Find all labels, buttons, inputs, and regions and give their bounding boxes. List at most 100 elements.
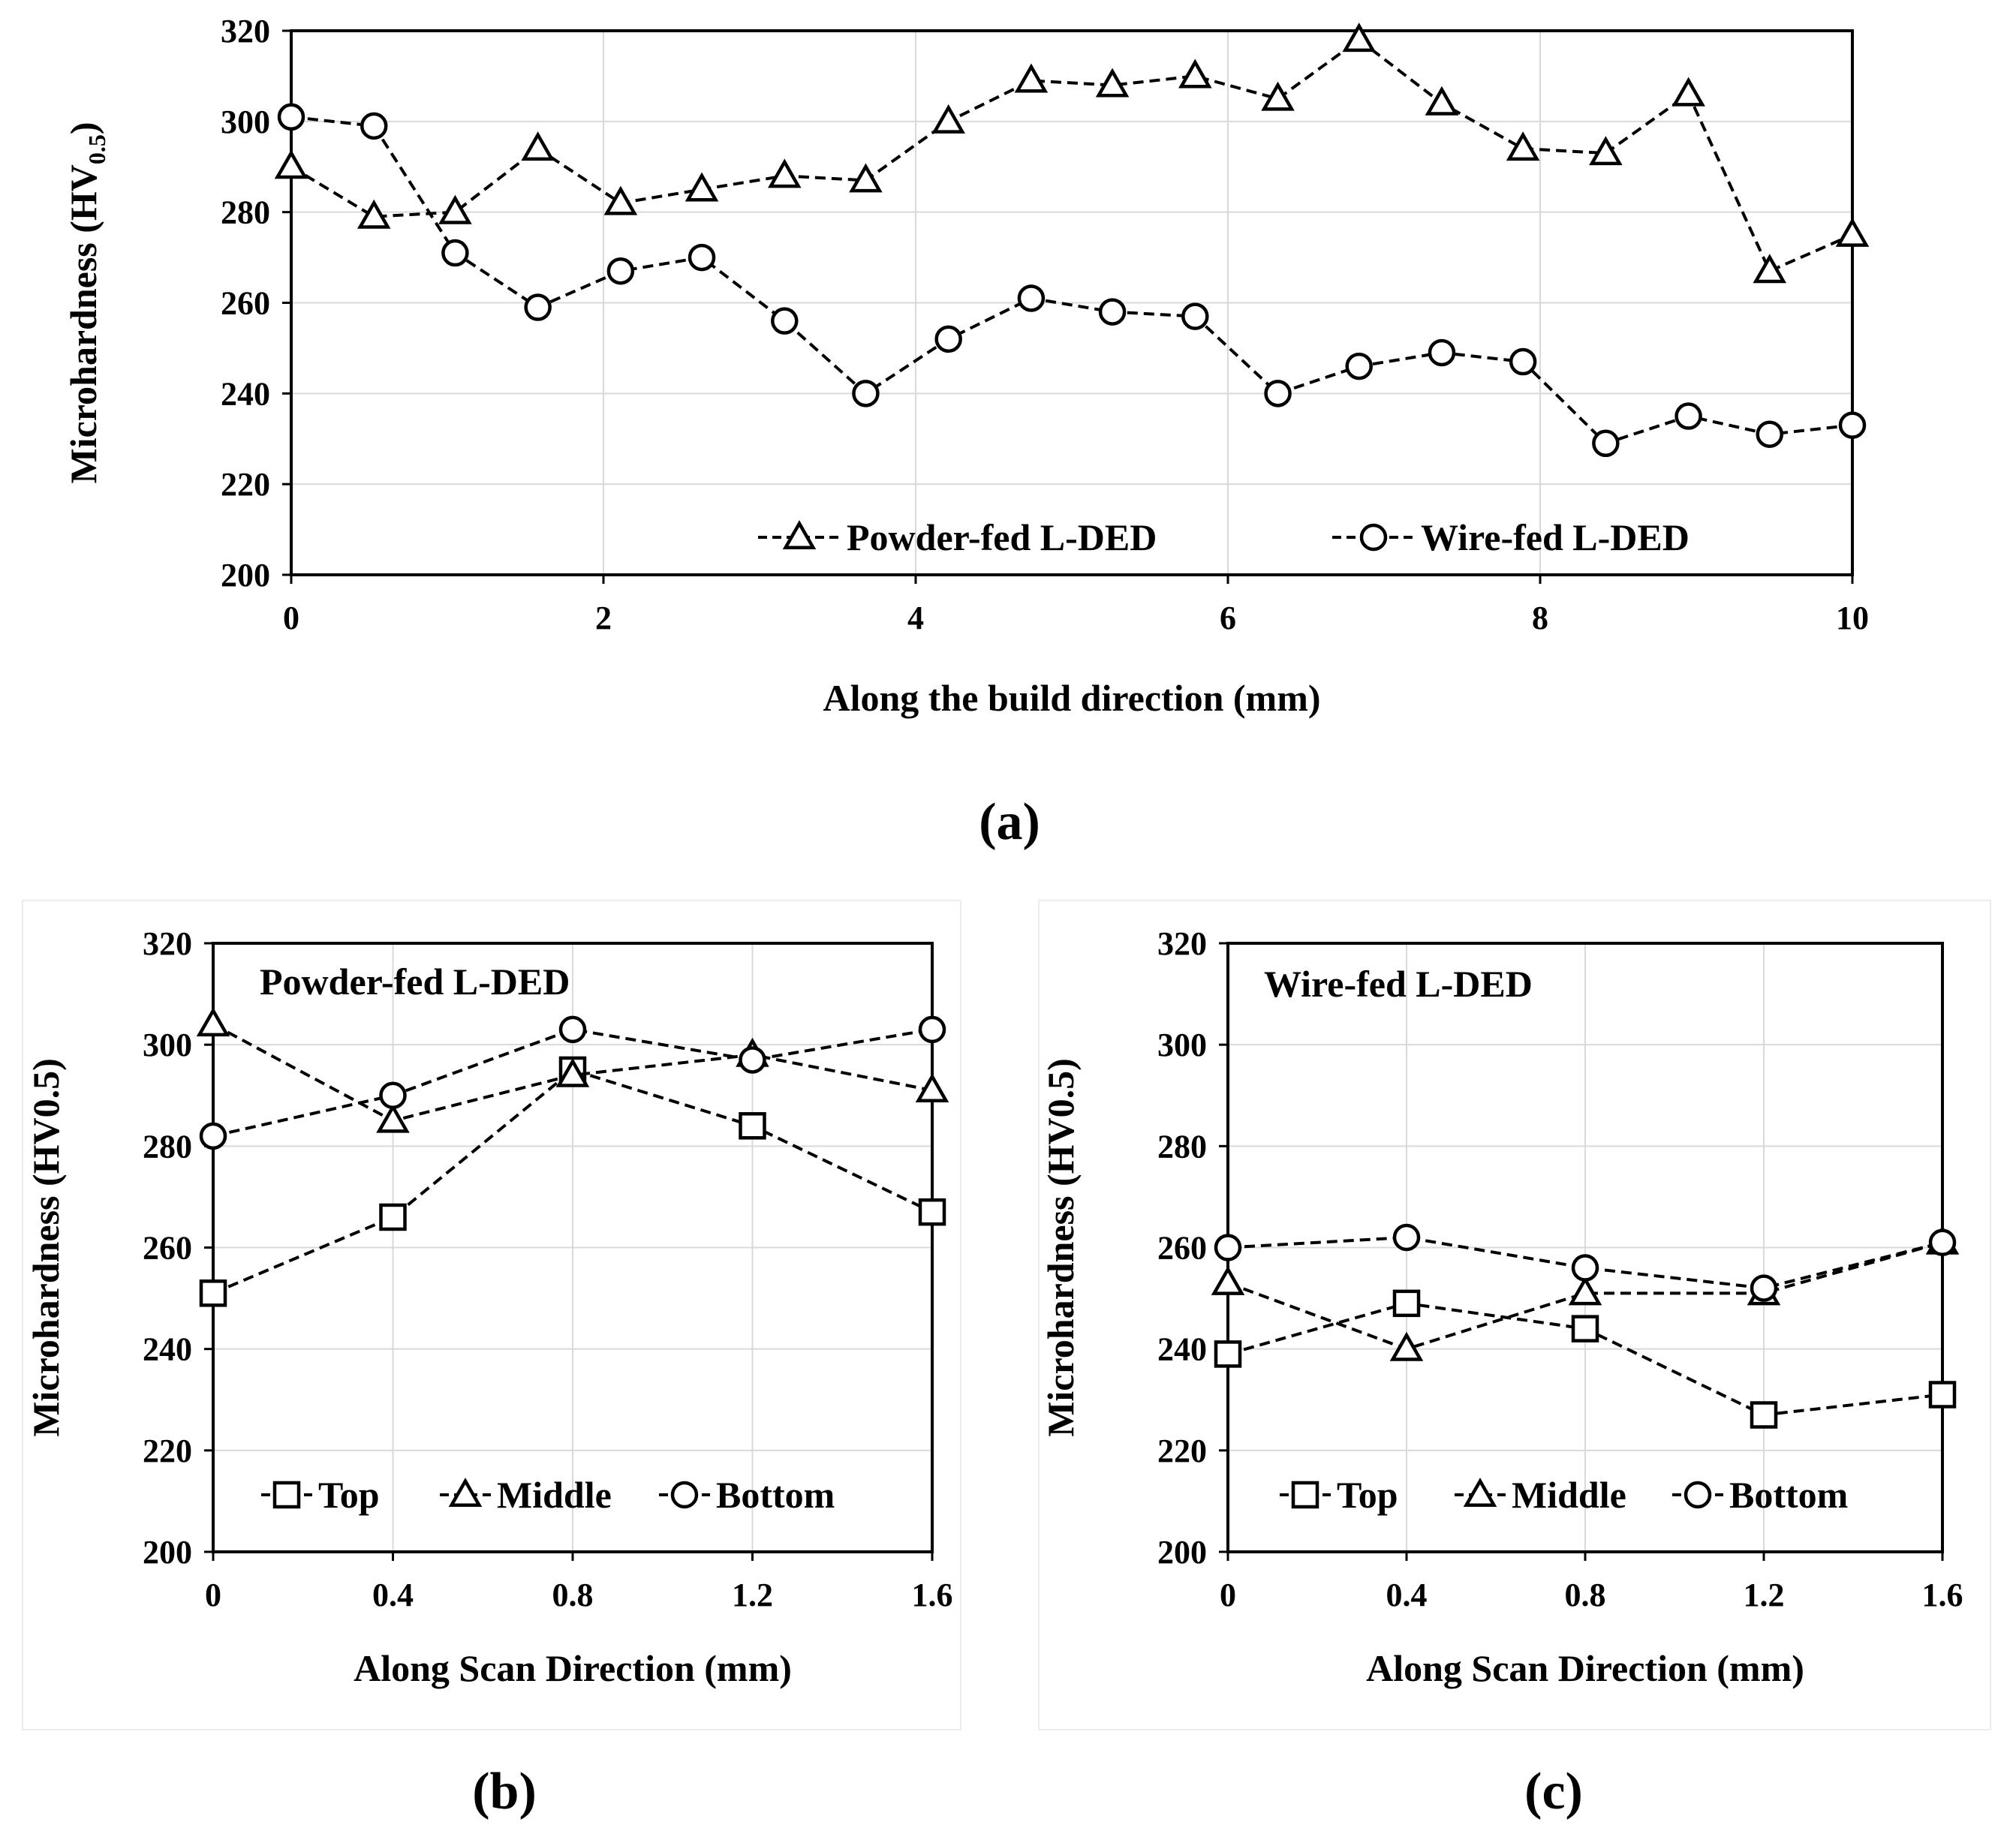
data-point-circle (1750, 1274, 1778, 1302)
legend-marker-triangle (782, 520, 817, 550)
y-axis-label: Microhardness (HV0.5) (62, 122, 110, 483)
y-tick-label: 220 (221, 466, 270, 503)
y-tick-label: 300 (143, 1027, 192, 1063)
data-point-square (199, 1279, 227, 1307)
data-point-square (739, 1112, 766, 1140)
y-tick-label: 260 (143, 1230, 192, 1267)
y-tick-label: 320 (143, 925, 192, 962)
y-tick-label: 240 (221, 375, 270, 412)
y-tick-label: 220 (1157, 1433, 1207, 1469)
legend-label: Middle (497, 1474, 612, 1516)
data-point-circle (739, 1046, 766, 1074)
legend-marker-triangle (448, 1478, 483, 1508)
x-tick-label: 8 (1532, 600, 1548, 636)
data-point-triangle (438, 194, 472, 224)
data-point-circle (1264, 380, 1292, 407)
y-tick-label: 320 (1157, 925, 1207, 962)
data-point-square (379, 1203, 407, 1231)
x-axis-label: Along Scan Direction (mm) (1366, 1647, 1804, 1689)
panel-b-chart: 200 220 240 260 280 300 320 0 0.4 0.8 1.2 1.6 Along … (22, 900, 961, 1820)
y-axis-label: Microhardness (HV0.5) (25, 1058, 67, 1437)
data-point-triangle (357, 199, 391, 229)
y-tick-label: 200 (143, 1534, 192, 1571)
series-bottom (199, 1015, 946, 1150)
legend-marker-circle (1684, 1481, 1712, 1509)
panel-label: (b) (472, 1763, 537, 1820)
data-point-triangle (1014, 63, 1049, 93)
legend-marker-circle (670, 1481, 699, 1509)
series-line (212, 1068, 933, 1295)
x-axis-label: Along Scan Direction (mm) (354, 1647, 792, 1689)
data-point-triangle (1835, 217, 1870, 247)
legend-label: Bottom (1729, 1474, 1848, 1516)
data-point-triangle (603, 185, 638, 215)
data-point-triangle (521, 131, 555, 161)
data-point-triangle (1342, 23, 1376, 53)
data-point-triangle (376, 1103, 410, 1133)
x-tick-label: 0.8 (1565, 1577, 1606, 1613)
data-point-square (1571, 1315, 1599, 1342)
legend-item: Middle (440, 1474, 612, 1516)
y-tick-label: 280 (221, 194, 270, 231)
data-point-circle (441, 239, 469, 267)
y-tick-label: 300 (1157, 1027, 1207, 1063)
y-axis-label-close: ) (62, 122, 104, 134)
data-point-circle (1098, 298, 1127, 326)
data-point-triangle (1211, 1265, 1245, 1295)
series-line (1227, 1235, 1943, 1290)
data-point-circle (1509, 347, 1537, 376)
data-point-circle (688, 243, 716, 272)
data-point-circle (1392, 1223, 1421, 1252)
panel-title: Wire-fed L-DED (1264, 963, 1533, 1005)
y-tick-label: 260 (1157, 1230, 1207, 1267)
data-point-circle (1181, 302, 1209, 330)
y-tick-label: 240 (1157, 1331, 1207, 1368)
data-point-circle (606, 257, 635, 285)
data-point-circle (918, 1015, 946, 1044)
data-point-circle (1017, 284, 1046, 312)
data-point-circle (277, 103, 305, 131)
x-tick-label: 0 (1220, 1577, 1236, 1613)
data-point-circle (1428, 338, 1456, 367)
y-tick-label: 300 (221, 104, 270, 140)
y-tick-label: 280 (1157, 1128, 1207, 1165)
data-point-circle (771, 307, 799, 335)
legend-item: Top (1280, 1474, 1398, 1516)
data-point-triangle (1425, 86, 1459, 116)
data-point-triangle (1506, 131, 1540, 161)
data-point-circle (1345, 352, 1373, 380)
x-tick-label: 1.6 (1922, 1577, 1963, 1613)
y-tick-label: 220 (143, 1433, 192, 1469)
data-point-circle (852, 380, 880, 407)
x-tick-label: 0 (205, 1577, 221, 1613)
data-point-triangle (931, 104, 965, 134)
data-point-circle (1838, 411, 1867, 439)
legend-item: Top (261, 1474, 380, 1516)
y-axis-label-main: Microhardness (HV (62, 164, 104, 483)
panel-border (22, 900, 961, 1730)
data-point-triangle (1178, 59, 1212, 89)
legend-label: Top (1337, 1474, 1398, 1516)
data-point-triangle (685, 172, 719, 202)
data-point-triangle (1261, 81, 1295, 111)
legend-item: Powder-fed L-DED (758, 516, 1157, 558)
x-tick-label: 10 (1836, 600, 1869, 636)
legend-label: Middle (1512, 1474, 1626, 1516)
x-tick-label: 4 (907, 600, 924, 636)
x-tick-label: 2 (595, 600, 612, 636)
data-point-triangle (1568, 1276, 1602, 1306)
series-wire-fed-l-ded (277, 103, 1867, 458)
data-point-circle (934, 325, 962, 353)
series-powder-fed-l-ded (274, 23, 1870, 284)
series-line (212, 1027, 933, 1138)
legend-item: Bottom (659, 1474, 835, 1516)
data-point-circle (199, 1122, 227, 1150)
x-tick-label: 0.8 (552, 1577, 594, 1613)
legend-item: Wire-fed L-DED (1332, 516, 1690, 558)
legend-label: Top (318, 1474, 380, 1516)
data-point-square (1214, 1340, 1242, 1368)
data-point-triangle (1671, 77, 1705, 107)
legend-item: Middle (1455, 1474, 1626, 1516)
x-tick-label: 6 (1220, 600, 1236, 636)
